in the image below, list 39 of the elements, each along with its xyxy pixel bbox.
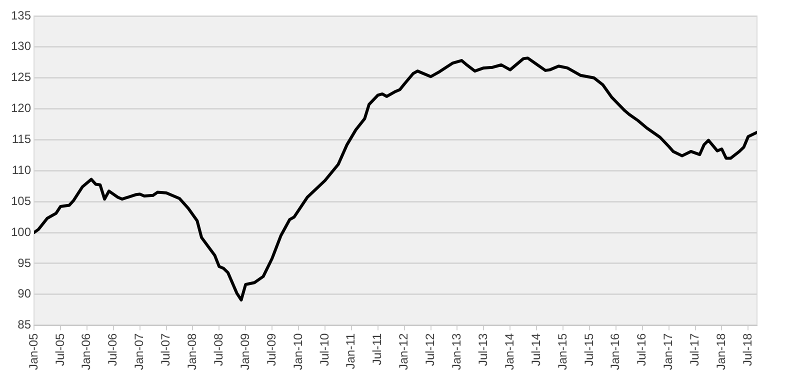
x-tick-label: Jul-15	[582, 332, 596, 366]
x-tick-label: Jul-07	[158, 332, 173, 366]
x-tick-label: Jan-08	[185, 332, 200, 370]
y-tick-label: 95	[18, 256, 32, 270]
x-tick-label: Jan-06	[79, 332, 94, 370]
y-tick-label: 115	[12, 132, 32, 146]
x-tick-label: Jul-16	[634, 332, 649, 366]
y-tick-label: 105	[10, 194, 32, 208]
x-tick-label: Jan-15	[555, 332, 570, 370]
y-tick-label: 125	[10, 70, 32, 84]
x-tick-label: Jul-11	[370, 332, 384, 366]
x-tick-label: Jan-09	[238, 332, 252, 370]
x-tick-label: Jul-05	[52, 332, 67, 366]
x-tick-label: Jul-10	[317, 332, 332, 366]
x-tick-label: Jul-17	[688, 332, 702, 366]
x-tick-label: Jan-18	[714, 332, 728, 370]
x-tick-label: Jan-13	[450, 332, 464, 370]
x-tick-label: Jul-06	[106, 332, 120, 366]
x-tick-label: Jan-14	[502, 332, 516, 370]
x-tick-label: Jan-10	[290, 332, 305, 370]
x-tick-label: Jan-07	[132, 332, 146, 370]
x-tick-label: Jan-12	[396, 332, 411, 370]
x-tick-label: Jul-12	[423, 332, 438, 366]
x-tick-label: Jan-05	[26, 332, 40, 370]
x-tick-label: Jul-08	[211, 332, 226, 366]
y-tick-label: 120	[10, 101, 32, 116]
x-tick-label: Jul-13	[476, 332, 490, 366]
x-tick-label: Jul-18	[740, 332, 754, 366]
y-tick-label: 130	[10, 39, 32, 54]
y-tick-label: 85	[18, 318, 32, 332]
y-tick-label: 90	[18, 286, 32, 301]
x-tick-label: Jul-09	[264, 332, 278, 366]
x-tick-label: Jan-17	[661, 332, 676, 370]
y-tick-label: 135	[10, 8, 32, 22]
x-tick-label: Jul-14	[528, 332, 543, 366]
y-tick-label: 100	[10, 224, 32, 239]
x-tick-label: Jan-11	[344, 332, 358, 370]
x-tick-label: Jan-16	[608, 332, 622, 370]
y-tick-label: 110	[12, 162, 32, 177]
